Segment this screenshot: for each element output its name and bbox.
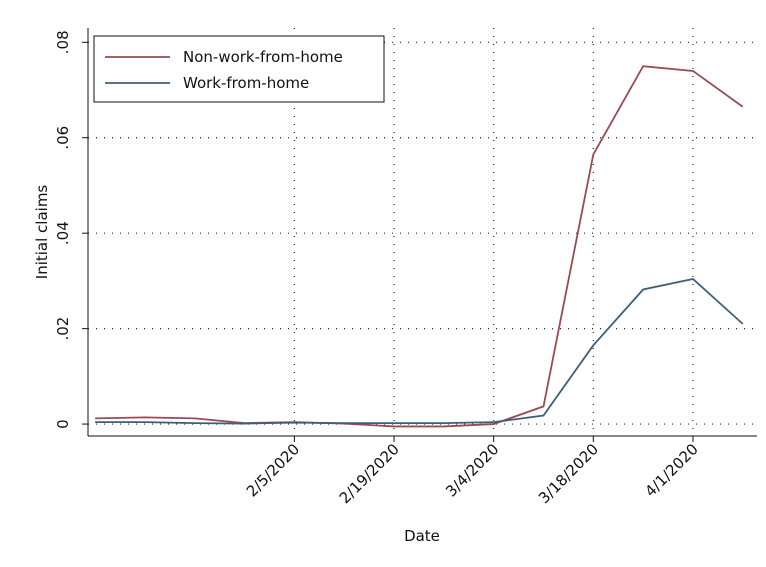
y-tick-label: .04 [54, 221, 72, 245]
x-tick-label: 2/5/2020 [243, 440, 303, 500]
series-line [95, 278, 744, 425]
y-tick-label: 0 [54, 419, 72, 429]
legend-label: Non-work-from-home [183, 48, 343, 66]
legend-box [93, 35, 385, 103]
y-tick-label: .06 [54, 126, 72, 150]
x-axis-title: Date [404, 527, 440, 545]
legend-label: Work-from-home [183, 74, 309, 92]
y-tick-label: .02 [54, 317, 72, 341]
x-tick-label: 3/4/2020 [442, 440, 502, 500]
x-tick-label: 2/19/2020 [336, 440, 403, 507]
series-line [95, 65, 744, 428]
y-axis-title: Initial claims [33, 185, 51, 280]
x-tick-label: 3/18/2020 [535, 440, 602, 507]
x-tick-label: 4/1/2020 [641, 440, 701, 500]
y-tick-label: .08 [54, 30, 72, 54]
